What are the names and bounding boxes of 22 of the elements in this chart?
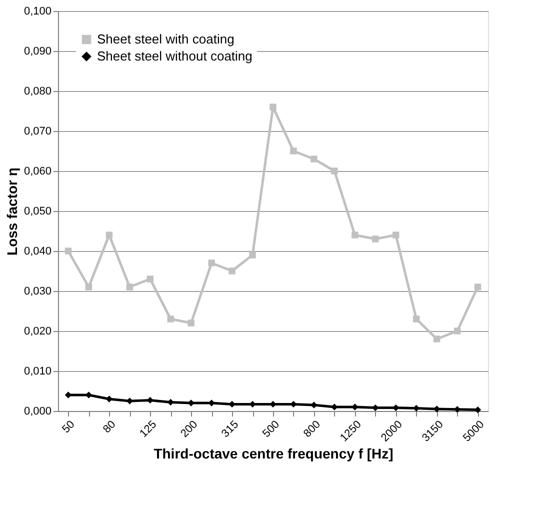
y-tick-label: 0,090 xyxy=(24,46,52,58)
x-tick-label: 125 xyxy=(138,418,160,440)
y-tick-label: 0,020 xyxy=(24,326,52,338)
x-tick-label: 200 xyxy=(178,418,200,440)
y-tick-label: 0,030 xyxy=(24,286,52,298)
x-tick-label: 50 xyxy=(60,418,78,436)
x-tick-label: 500 xyxy=(260,418,282,440)
y-axis-title: Loss factor η xyxy=(4,168,20,256)
x-axis-title: Third-octave centre frequency f [Hz] xyxy=(154,446,394,462)
y-tick-label: 0,060 xyxy=(24,166,52,178)
y-tick-label: 0,070 xyxy=(24,126,52,138)
legend-label: Sheet steel with coating xyxy=(97,32,234,46)
y-tick-label: 0,010 xyxy=(24,366,52,378)
y-tick-label: 0,100 xyxy=(24,6,52,18)
x-tick-label: 315 xyxy=(220,418,242,440)
y-tick-label: 0,000 xyxy=(24,406,52,418)
y-tick-label: 0,080 xyxy=(24,86,52,98)
y-tick-label: 0,040 xyxy=(24,246,52,258)
x-tick-label: 800 xyxy=(301,418,323,440)
y-tick-label: 0,050 xyxy=(24,206,52,218)
x-tick-label: 80 xyxy=(101,418,118,436)
legend-label: Sheet steel without coating xyxy=(97,48,252,64)
